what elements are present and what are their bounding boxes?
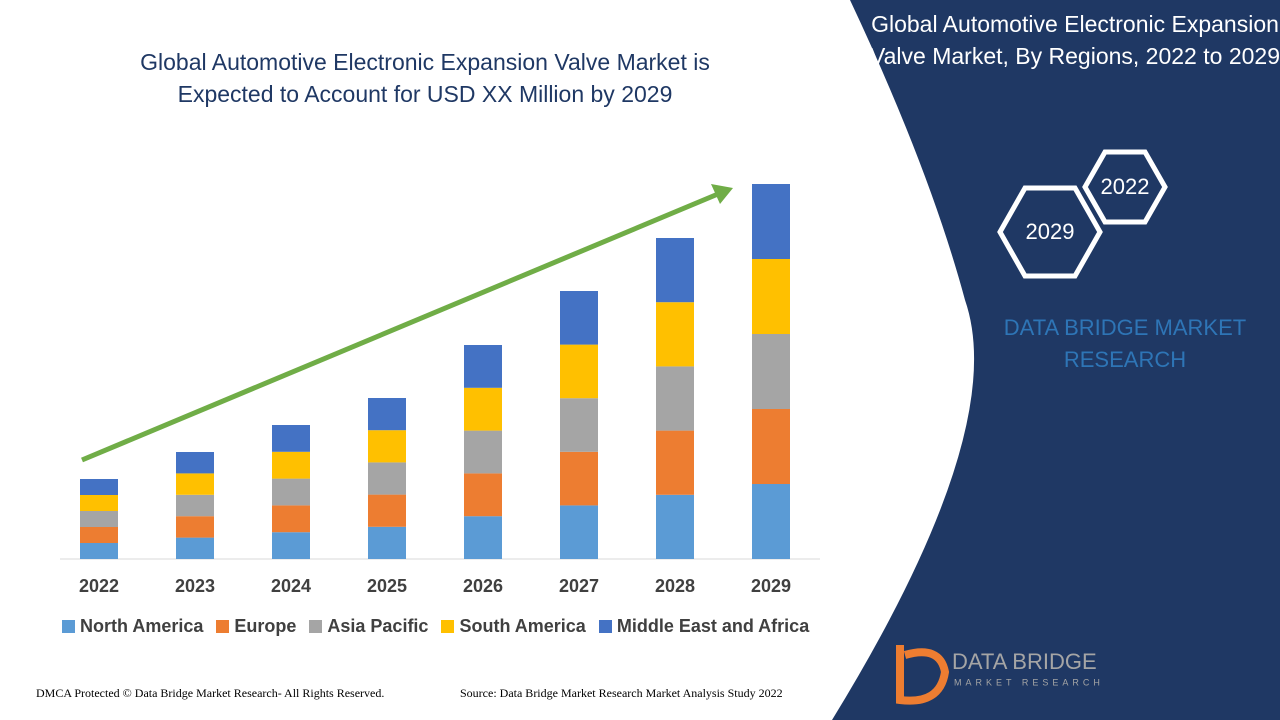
x-tick-label: 2026 <box>463 576 503 596</box>
bar-segment <box>464 473 502 517</box>
legend-label: Middle East and Africa <box>616 616 810 636</box>
panel-title: Global Automotive Electronic Expansion V… <box>870 11 1280 69</box>
bar-segment <box>752 259 790 334</box>
copyright: DMCA Protected © Data Bridge Market Rese… <box>36 686 385 700</box>
bar-segment <box>656 238 694 303</box>
bar-segment <box>176 473 214 495</box>
bar-segment <box>272 505 310 533</box>
bar-segment <box>752 334 790 409</box>
x-tick-label: 2024 <box>271 576 311 596</box>
legend-swatch <box>309 620 323 633</box>
bar-segment <box>80 495 118 511</box>
bar-segment <box>80 543 118 559</box>
trend-arrow <box>81 191 719 463</box>
bar-segment <box>656 430 694 495</box>
x-tick-label: 2025 <box>367 576 407 596</box>
bar-segment <box>272 478 310 506</box>
bar-segment <box>272 451 310 479</box>
bar-segment <box>368 430 406 463</box>
arrow-head <box>711 184 733 204</box>
bar-segment <box>368 462 406 495</box>
logo-mark <box>896 645 950 705</box>
legend-label: Asia Pacific <box>327 616 429 636</box>
legend-swatch <box>62 620 75 633</box>
bar-segment <box>656 366 694 431</box>
logo-tagline: MARKET RESEARCH <box>954 677 1104 687</box>
bar-segment <box>176 516 214 538</box>
bar-segment <box>464 387 502 431</box>
bar-segment <box>752 184 790 259</box>
bar-segment <box>176 494 214 517</box>
legend-item: Middle East and Africa <box>598 616 810 637</box>
legend-item: Europe <box>216 616 296 637</box>
bar-segment <box>656 302 694 367</box>
bar-segment <box>80 527 118 543</box>
chart-title: Global Automotive Electronic Expansion V… <box>140 49 710 107</box>
legend-swatch <box>441 620 455 633</box>
bar-segment <box>176 452 214 474</box>
bar-segment <box>464 430 502 474</box>
bar-segment <box>560 451 598 506</box>
bar-segment <box>80 511 118 527</box>
x-tick-label: 2028 <box>655 576 695 596</box>
legend-item: Asia Pacific <box>309 616 428 637</box>
bar-segment <box>560 344 598 399</box>
hexagon <box>997 185 1103 279</box>
bars: 2022 2023 2024 2025 2026 2027 2028 2029 <box>79 184 791 596</box>
hex-label: 2029 <box>1026 219 1075 244</box>
legend-swatch <box>216 620 230 633</box>
legend-label: Europe <box>234 616 297 636</box>
bar-segment <box>560 398 598 452</box>
x-tick-label: 2023 <box>175 576 215 596</box>
bar-segment <box>272 532 310 559</box>
bar-segment <box>464 345 502 388</box>
legend-item: North America <box>62 616 203 637</box>
bar-segment <box>80 479 118 495</box>
bar-segment <box>272 425 310 452</box>
bar-segment <box>560 291 598 345</box>
bar-segment <box>752 409 790 484</box>
legend-swatch <box>598 620 612 633</box>
hexagon <box>1082 149 1168 225</box>
legend-label: North America <box>80 616 204 636</box>
legend-label: South America <box>459 616 586 636</box>
brand: DATA BRIDGE MARKET RESEARCH <box>1003 315 1247 372</box>
bar-segment <box>752 484 790 559</box>
source: Source: Data Bridge Market Research Mark… <box>460 686 783 700</box>
hex-label: 2022 <box>1101 174 1150 199</box>
x-tick-label: 2027 <box>559 576 599 596</box>
x-tick-label: 2022 <box>79 576 119 596</box>
legend: North America Europe Asia Pacific South Ame… <box>62 616 809 637</box>
bar-segment <box>560 505 598 559</box>
bar-segment <box>368 494 406 527</box>
panel-bg <box>832 0 1280 720</box>
bar-segment <box>176 537 214 559</box>
bar-segment <box>368 398 406 431</box>
bar-segment <box>656 494 694 559</box>
legend-item: South America <box>441 616 586 637</box>
bar-segment <box>464 516 502 559</box>
bar-segment <box>368 526 406 559</box>
x-tick-label: 2029 <box>751 576 791 596</box>
logo-name: DATA BRIDGE <box>952 649 1097 674</box>
